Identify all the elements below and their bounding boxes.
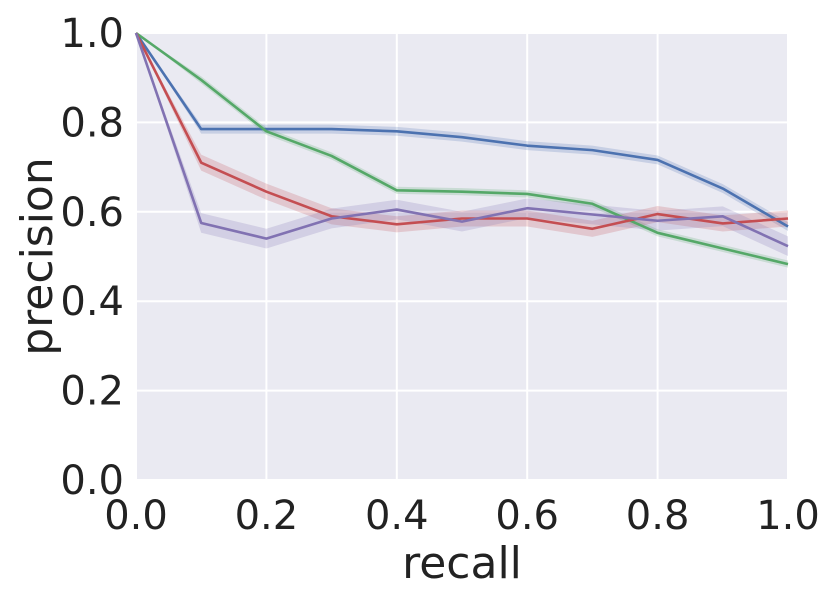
series-line-3 [134,32,789,231]
y-tick-labels: 0.0 0.2 0.4 0.6 0.8 1.0 [60,11,124,504]
x-tick-label: 0.0 [104,493,168,539]
x-tick-labels: 0.0 0.2 0.4 0.6 0.8 1.0 [104,493,820,539]
grid [135,32,789,481]
y-tick-label: 0.2 [60,369,124,415]
plot-area [136,33,788,480]
y-tick-label: 0.6 [60,190,124,236]
x-tick-label: 0.4 [365,493,429,539]
series-line-2 [135,31,789,266]
y-tick-label: 0.4 [60,279,124,325]
series-line-1 [134,32,789,228]
y-tick-label: 0.8 [60,100,124,146]
x-tick-label: 0.8 [626,493,690,539]
series-line-4 [134,32,789,248]
y-axis-title: precision [12,157,63,356]
x-tick-label: 1.0 [756,493,820,539]
series-lines [134,31,789,266]
y-tick-label: 1.0 [60,11,124,57]
x-axis-title: recall [402,538,522,589]
y-tick-label: 0.0 [60,458,124,504]
x-tick-label: 0.2 [235,493,299,539]
x-tick-label: 0.6 [495,493,559,539]
